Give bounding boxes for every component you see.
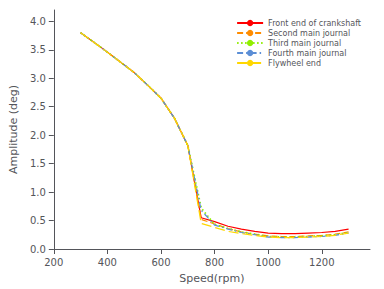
svg-text:0.0: 0.0 <box>30 244 46 255</box>
svg-text:Second main journal: Second main journal <box>268 29 350 38</box>
svg-text:3.5: 3.5 <box>30 44 46 55</box>
svg-text:Front end of crankshaft: Front end of crankshaft <box>268 19 361 28</box>
svg-text:2.0: 2.0 <box>30 130 46 141</box>
svg-text:3.0: 3.0 <box>30 73 46 84</box>
svg-text:1200: 1200 <box>309 257 334 268</box>
svg-text:Flywheel end: Flywheel end <box>268 59 321 68</box>
svg-text:800: 800 <box>205 257 224 268</box>
svg-text:1000: 1000 <box>255 257 280 268</box>
svg-text:1.0: 1.0 <box>30 187 46 198</box>
svg-text:400: 400 <box>98 257 117 268</box>
svg-text:1.5: 1.5 <box>30 158 46 169</box>
svg-text:Fourth main journal: Fourth main journal <box>268 49 346 58</box>
svg-text:200: 200 <box>44 257 63 268</box>
svg-text:Amplitude (deg): Amplitude (deg) <box>7 85 20 174</box>
svg-text:Speed(rpm): Speed(rpm) <box>179 272 244 285</box>
svg-text:Third main journal: Third main journal <box>267 39 341 48</box>
svg-text:4.0: 4.0 <box>30 16 46 27</box>
svg-text:600: 600 <box>151 257 170 268</box>
svg-text:0.5: 0.5 <box>30 215 46 226</box>
svg-text:2.5: 2.5 <box>30 101 46 112</box>
